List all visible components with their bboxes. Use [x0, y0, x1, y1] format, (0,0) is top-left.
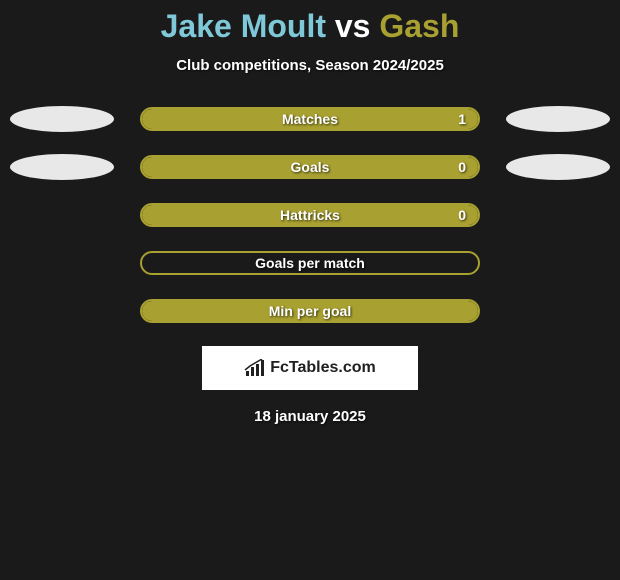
stat-row: Matches 1 — [0, 106, 620, 132]
stat-bar: Hattricks 0 — [140, 203, 480, 227]
stat-row: Hattricks 0 — [0, 202, 620, 228]
left-ellipse — [10, 106, 114, 132]
subtitle: Club competitions, Season 2024/2025 — [0, 57, 620, 74]
vs-text: vs — [335, 8, 371, 44]
stat-bar: Matches 1 — [140, 107, 480, 131]
chart-icon — [244, 359, 266, 377]
stat-row: Goals 0 — [0, 154, 620, 180]
stat-value: 0 — [458, 159, 466, 175]
comparison-card: Jake Moult vs Gash Club competitions, Se… — [0, 0, 620, 425]
page-title: Jake Moult vs Gash — [0, 8, 620, 45]
right-ellipse — [506, 154, 610, 180]
stat-row: Min per goal — [0, 298, 620, 324]
stat-label: Goals per match — [255, 255, 365, 271]
right-ellipse — [506, 106, 610, 132]
logo-text: FcTables.com — [270, 359, 376, 377]
date-text: 18 january 2025 — [0, 408, 620, 425]
stat-label: Goals — [291, 159, 330, 175]
player1-name: Jake Moult — [161, 8, 326, 44]
stat-label: Matches — [282, 111, 338, 127]
left-ellipse — [10, 154, 114, 180]
logo-box[interactable]: FcTables.com — [202, 346, 418, 390]
stat-label: Hattricks — [280, 207, 340, 223]
stat-bar: Goals per match — [140, 251, 480, 275]
stat-row: Goals per match — [0, 250, 620, 276]
player2-name: Gash — [379, 8, 459, 44]
stat-label: Min per goal — [269, 303, 351, 319]
stat-bar: Goals 0 — [140, 155, 480, 179]
stat-value: 0 — [458, 207, 466, 223]
stat-bar: Min per goal — [140, 299, 480, 323]
stat-value: 1 — [458, 111, 466, 127]
stats-list: Matches 1 Goals 0 Hattricks 0 Goals per match M… — [0, 106, 620, 324]
